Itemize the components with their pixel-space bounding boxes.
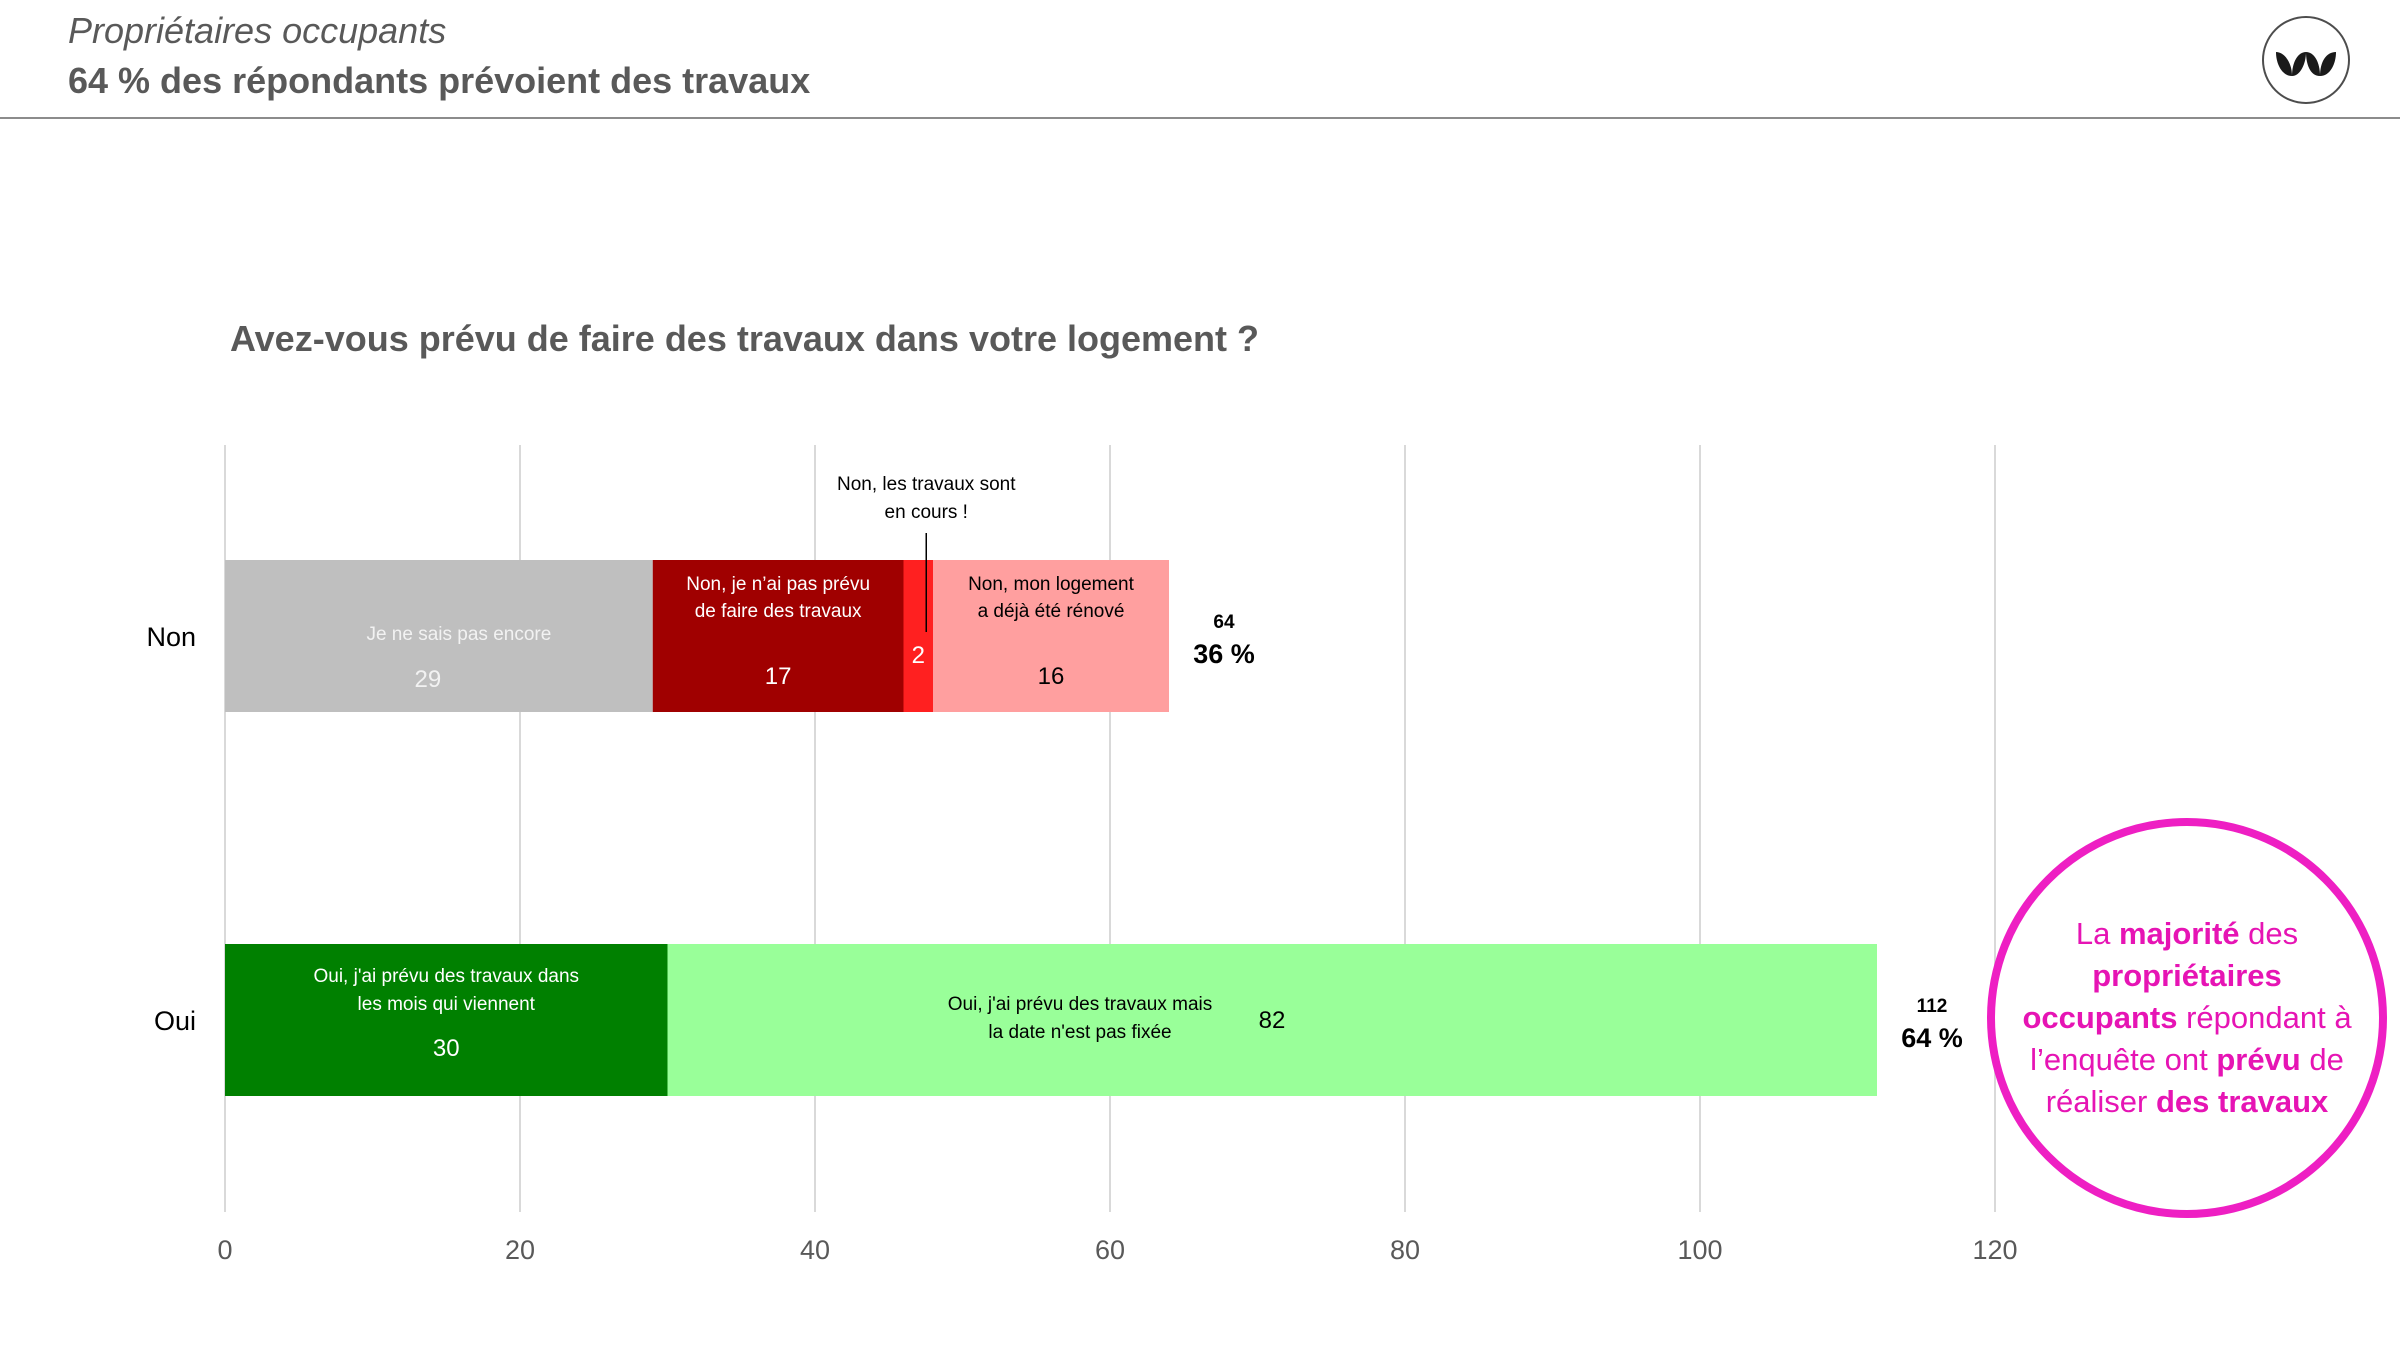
total-percent-label: 36 % (1193, 639, 1255, 669)
bar-segment (933, 560, 1169, 712)
bar-segment (903, 560, 933, 712)
page-title: Propriétaires occupants (68, 10, 447, 51)
leaf-logo-icon (2262, 16, 2350, 104)
callout-part: de réaliser (2045, 1042, 2344, 1119)
total-percent-label: 64 % (1901, 1023, 1963, 1053)
callout-part: La (2075, 916, 2119, 951)
callout-part: majorité (2118, 916, 2240, 951)
callout-circle: La majorité des propriétaires occupants … (1987, 818, 2387, 1218)
x-tick-label: 20 (505, 1235, 535, 1265)
data-label: 82 (1259, 1007, 1286, 1034)
x-tick-label: 120 (1972, 1235, 2017, 1265)
segment-name-label: Non, les travaux sont en cours ! (837, 474, 1016, 523)
data-label: 29 (415, 666, 442, 693)
header-divider (0, 117, 2400, 119)
y-category-label: Non (146, 622, 196, 652)
x-tick-label: 40 (800, 1235, 830, 1265)
x-tick-label: 60 (1095, 1235, 1125, 1265)
bar-segment (652, 560, 904, 712)
y-category-label: Oui (154, 1006, 196, 1036)
callout-text: La majorité des propriétaires occupants … (2022, 913, 2352, 1123)
page-subtitle: 64 % des répondants prévoient des travau… (68, 60, 811, 101)
segment-name-label: Non, mon logement a déjà été rénové (968, 574, 1135, 622)
data-label: 16 (1038, 663, 1065, 690)
total-count-label: 112 (1917, 996, 1948, 1017)
data-label: 30 (433, 1035, 460, 1062)
chart-title: Avez-vous prévu de faire des travaux dan… (230, 318, 1259, 359)
segment-name-label: Oui, j'ai prévu des travaux mais la date … (948, 994, 1212, 1043)
bar-segment (225, 560, 653, 712)
callout-part: prévu (2216, 1042, 2301, 1077)
x-tick-label: 100 (1677, 1235, 1722, 1265)
total-count-label: 64 (1213, 612, 1235, 633)
bar-segment (667, 944, 1877, 1096)
segment-name-label: Non, je n’ai pas prévu de faire des trava… (686, 574, 870, 622)
x-tick-label: 80 (1390, 1235, 1420, 1265)
x-tick-label: 0 (217, 1235, 232, 1265)
segment-name-label: Oui, j'ai prévu des travaux dans les mois… (313, 966, 579, 1015)
segment-name-label: Je ne sais pas encore (366, 624, 551, 645)
data-label: 2 (912, 642, 925, 669)
data-label: 17 (765, 663, 792, 690)
callout-part: répondant à l’enquête ont (2030, 1000, 2352, 1077)
callout-part: propriétaires occupants (2022, 958, 2282, 1035)
bar-segment (225, 944, 668, 1096)
callout-part: des travaux (2155, 1084, 2329, 1119)
callout-part: des (2239, 916, 2299, 951)
